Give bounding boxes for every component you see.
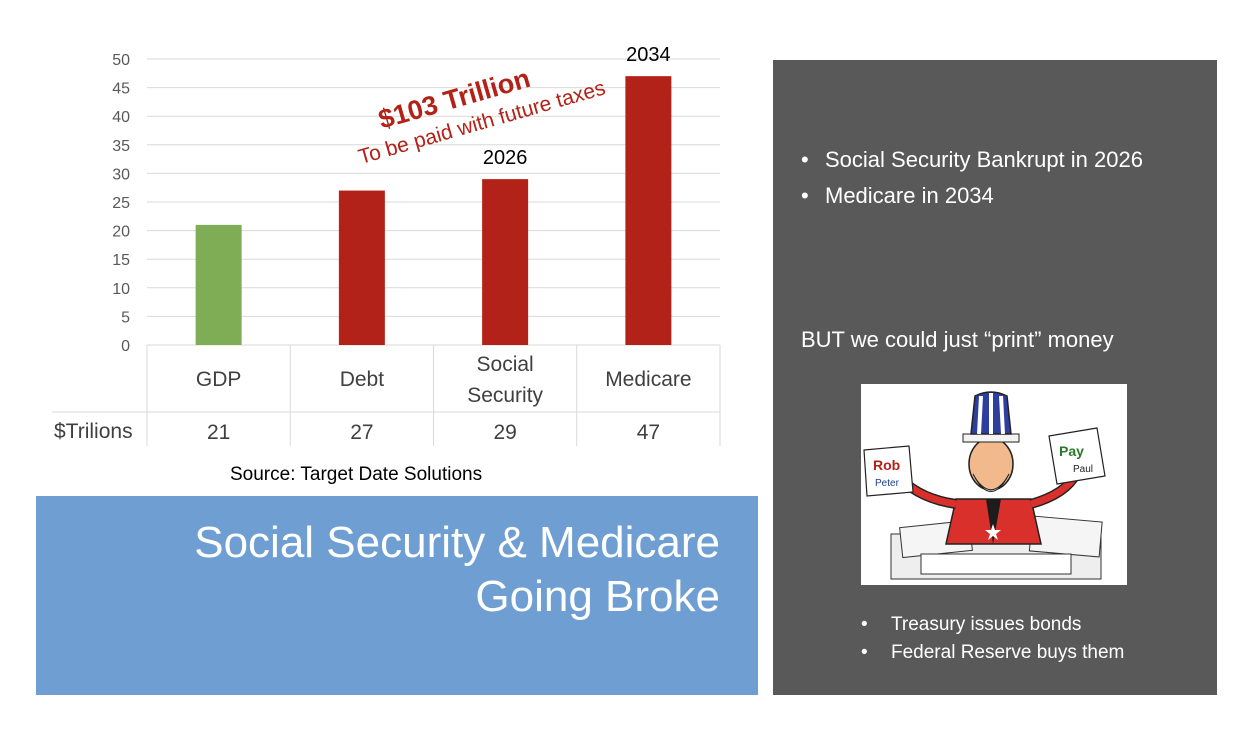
y-tick-label: 10 xyxy=(112,281,130,298)
y-tick-label: 5 xyxy=(121,309,130,326)
print-money-text: BUT we could just “print” money xyxy=(801,327,1114,352)
bar xyxy=(195,224,242,345)
category-label: Medicare xyxy=(605,368,691,391)
y-tick-label: 40 xyxy=(112,109,130,126)
title-box: Social Security & Medicare Going Broke xyxy=(36,496,758,695)
uncle-sam-cartoon: Rob Peter Pay Paul xyxy=(861,384,1127,585)
y-tick-label: 30 xyxy=(112,166,130,183)
y-tick-label: 25 xyxy=(112,195,130,212)
y-tick-label: 50 xyxy=(112,52,130,69)
panel-sub-bullet: • Treasury issues bonds xyxy=(861,614,1082,635)
pay-text: Pay xyxy=(1059,443,1084,459)
category-label: Debt xyxy=(340,368,385,391)
category-label: Social Security xyxy=(467,353,543,407)
bar-chart: 0 5 10 15 20 25 30 35 40 45 50 2026 2034 GDP Debt Socia… xyxy=(52,44,721,446)
table-value: 29 xyxy=(493,421,516,444)
chart-source: Source: Target Date Solutions xyxy=(230,464,483,485)
y-tick-label: 15 xyxy=(112,252,130,269)
y-tick-label: 45 xyxy=(112,81,130,98)
bar-label: 2034 xyxy=(626,44,671,66)
panel-sub-bullet: • Federal Reserve buys them xyxy=(861,642,1125,663)
peter-text: Peter xyxy=(875,478,900,489)
info-panel: • Social Security Bankrupt in 2026 • Medic… xyxy=(773,60,1217,695)
slide-title-line2: Going Broke xyxy=(475,572,720,621)
bar xyxy=(625,76,672,345)
bar xyxy=(338,190,385,345)
y-tick-label: 0 xyxy=(121,338,130,355)
rob-text: Rob xyxy=(873,457,900,473)
panel-bullet: • Medicare in 2034 xyxy=(801,183,994,208)
panel-bullet: • Social Security Bankrupt in 2026 xyxy=(801,147,1143,172)
table-value: 47 xyxy=(637,421,660,444)
slide-title: Social Security & Medicare Going Broke xyxy=(194,516,720,624)
table-value: 27 xyxy=(350,421,373,444)
bar xyxy=(482,179,529,345)
category-label: GDP xyxy=(196,368,242,391)
bar-label: 2026 xyxy=(483,147,528,169)
table-value: 21 xyxy=(207,421,230,444)
y-tick-label: 20 xyxy=(112,224,130,241)
slide-title-line1: Social Security & Medicare xyxy=(194,518,720,567)
paul-text: Paul xyxy=(1073,464,1093,475)
table-row-label: $Trilions xyxy=(54,420,133,443)
y-tick-label: 35 xyxy=(112,138,130,155)
